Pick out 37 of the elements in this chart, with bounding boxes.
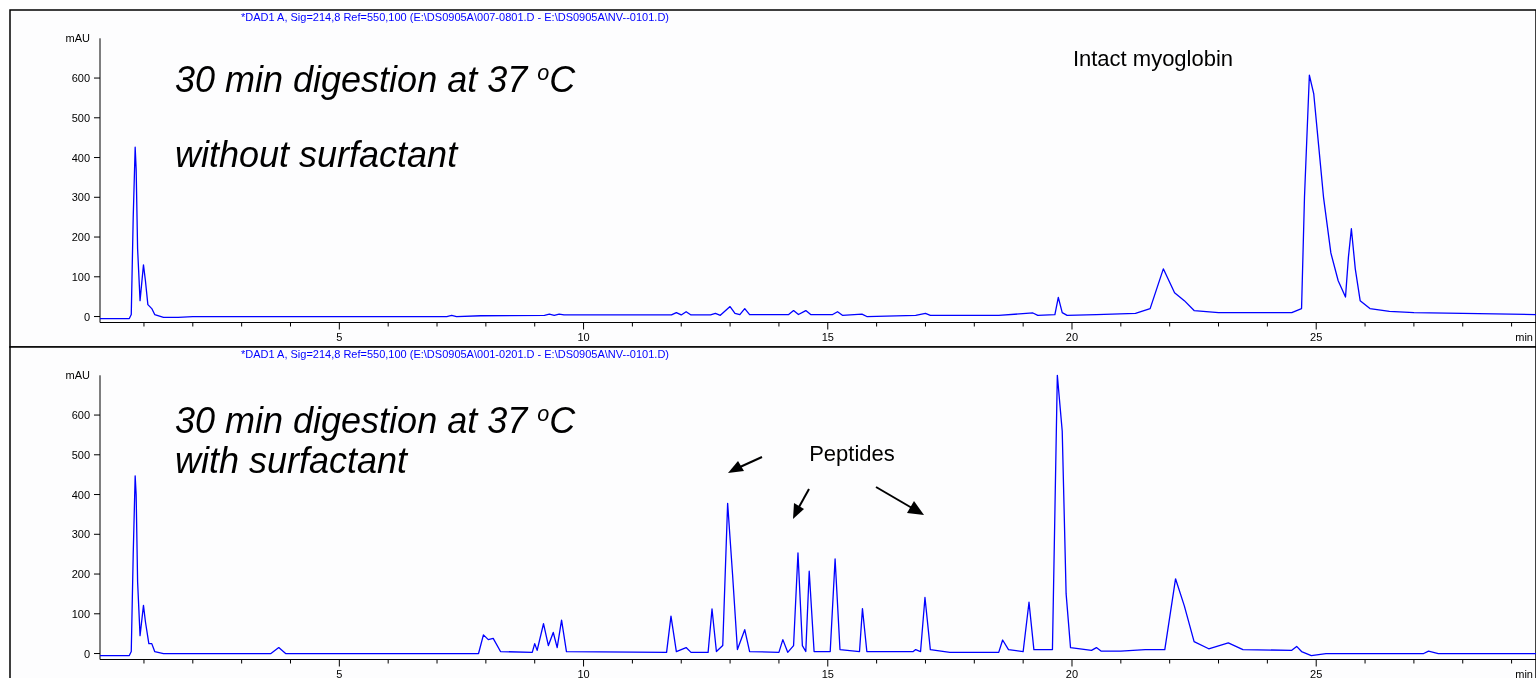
y-tick-label: 200 [71,568,90,581]
y-axis-title: mAU [65,369,91,382]
y-tick-label: 600 [71,72,90,85]
x-tick-label: 20 [1065,330,1079,343]
y-tick-label: 500 [71,448,90,461]
chart-title: *DAD1 A, Sig=214,8 Ref=550,100 (E:\DS0905A\001-0201.D - E:\DS0905A\NV--0101.D) [240,348,670,360]
y-tick-label: 300 [71,191,90,204]
y-tick-label: 100 [71,270,90,283]
x-tick-label: 15 [821,330,834,343]
y-tick-label: 200 [71,231,90,244]
y-tick-label: 0 [83,647,90,660]
annotation: Intact myoglobin [1072,46,1234,71]
x-tick-label: 25 [1310,330,1323,343]
annotation: without surfactant [175,134,460,175]
x-tick-label: 20 [1065,667,1079,678]
x-tick-label: 10 [577,667,590,678]
x-tick-label: 5 [336,330,343,343]
x-tick-label: 25 [1310,667,1323,678]
y-tick-label: 100 [71,607,90,620]
y-axis-title: mAU [65,32,91,45]
y-tick-label: 0 [83,310,90,323]
chart-title: *DAD1 A, Sig=214,8 Ref=550,100 (E:\DS0905A\007-0801.D - E:\DS0905A\NV--0101.D) [240,11,670,23]
x-tick-label: 15 [821,667,834,678]
x-axis-title: min [1515,330,1533,343]
x-tick-label: 5 [336,667,343,678]
annotation: Peptides [809,441,895,466]
annotation: with surfactant [175,440,410,481]
annotation: 30 min digestion at 37 $^{o}$C [175,400,577,441]
y-tick-label: 400 [71,151,90,164]
annotation: 30 min digestion at 37 $^{o}$C [175,59,577,100]
y-tick-label: 300 [71,528,90,541]
y-tick-label: 600 [71,409,90,422]
x-tick-label: 10 [577,330,590,343]
line-series [99,374,1536,657]
x-axis-title: min [1515,667,1533,678]
y-tick-label: 500 [71,111,90,124]
y-tick-label: 400 [71,488,90,501]
